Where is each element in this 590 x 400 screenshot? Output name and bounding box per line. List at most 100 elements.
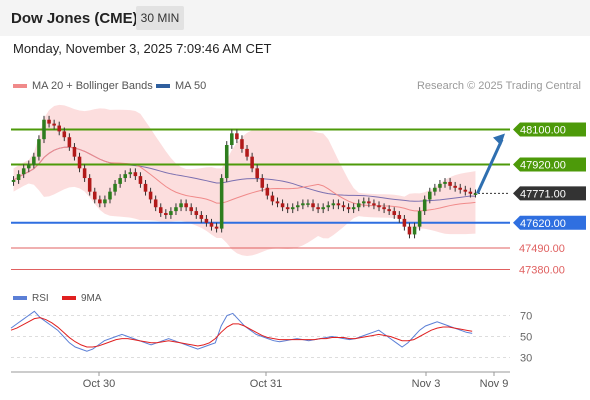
candle-body: [189, 207, 193, 212]
candle-body: [382, 207, 386, 210]
candle-body: [463, 189, 468, 192]
candle-body: [240, 139, 244, 149]
candle-body: [26, 164, 31, 169]
candle-body: [351, 207, 356, 210]
candle-body: [428, 191, 432, 200]
candle-body: [412, 226, 417, 235]
candle-body: [158, 207, 163, 214]
candle-body: [250, 156, 254, 169]
legend-9ma-label: 9MA: [81, 293, 102, 304]
legend-ma50-label: MA 50: [175, 80, 207, 92]
candle-body: [377, 205, 381, 208]
candle-body: [72, 146, 77, 157]
candle-body: [118, 178, 122, 184]
candle-body: [285, 207, 290, 210]
candle-body: [473, 193, 478, 195]
candle-body: [199, 215, 204, 219]
rsi-ma9-line: [10, 317, 473, 348]
legend-9ma: 9MA: [62, 293, 102, 304]
candle-body: [67, 137, 72, 147]
candle-body: [275, 201, 280, 204]
candle-body: [367, 201, 371, 204]
legend-9ma-swatch: [62, 296, 76, 301]
candle-body: [113, 183, 117, 192]
level-tag-resistance: [513, 122, 586, 137]
level-label-5: 47380.00: [519, 264, 565, 276]
candle-body: [280, 203, 285, 208]
candle-body: [138, 176, 143, 184]
candle-body: [326, 205, 331, 208]
candle-body: [336, 203, 341, 206]
candle-body: [11, 180, 16, 182]
candle-body: [98, 199, 102, 204]
candle-body: [331, 203, 336, 206]
legend-rsi: RSI: [13, 293, 49, 304]
candle-body: [21, 168, 26, 175]
candle-body: [438, 183, 442, 188]
candle-body: [184, 203, 188, 208]
candle-body: [148, 191, 153, 200]
candle-body: [296, 205, 300, 208]
candle-body: [448, 181, 452, 186]
x-tick-label-0: Oct 30: [83, 378, 115, 390]
legend-ma20-label: MA 20 + Bollinger Bands: [32, 80, 153, 92]
rsi-line: [10, 310, 473, 352]
level-label-2: 47771.00: [520, 188, 566, 200]
interval-button[interactable]: 30 MIN: [136, 6, 184, 30]
candle-body: [128, 172, 133, 175]
candle-body: [42, 119, 46, 140]
candle-body: [362, 201, 366, 204]
timestamp: Monday, November 3, 2025 7:09:46 AM CET: [13, 41, 272, 56]
candle-body: [179, 203, 183, 208]
candle-body: [433, 187, 437, 192]
candle-body: [32, 156, 36, 165]
candle-body: [37, 139, 41, 157]
candle-body: [77, 156, 82, 169]
level-label-4: 47490.00: [519, 243, 565, 255]
legend-ma20-swatch: [13, 84, 27, 89]
candle-body: [356, 203, 361, 208]
candle-body: [16, 174, 21, 180]
candle-body: [174, 207, 178, 212]
candle-body: [133, 172, 138, 177]
legend-ma20: MA 20 + Bollinger Bands: [13, 80, 153, 92]
candle-body: [306, 203, 310, 205]
candle-body: [52, 123, 56, 126]
level-tag-current: [513, 186, 586, 201]
rsi-level-label-0: 70: [520, 311, 532, 323]
candle-body: [453, 185, 457, 188]
candle-body: [57, 125, 61, 132]
legend-ma50: MA 50: [156, 80, 206, 92]
candle-body: [153, 199, 158, 208]
copyright: Research © 2025 Trading Central: [416, 80, 581, 92]
candle-body: [255, 168, 259, 179]
candle-body: [47, 119, 51, 124]
candle-body: [82, 168, 87, 179]
candle-body: [270, 195, 275, 202]
rsi-level-label-2: 30: [520, 353, 532, 365]
candle-body: [87, 178, 92, 192]
legend-rsi-swatch: [13, 296, 27, 301]
header-bar: [0, 0, 590, 36]
candle-body: [194, 211, 199, 215]
candle-body: [346, 207, 351, 210]
candle-body: [321, 207, 325, 210]
candle-body: [169, 211, 173, 215]
candle-body: [372, 203, 376, 206]
candle-body: [407, 226, 412, 235]
instrument-title: Dow Jones (CME): [11, 10, 138, 27]
candle-body: [143, 183, 148, 192]
candle-body: [341, 205, 346, 208]
candle-body: [387, 209, 391, 212]
projection-arrow: [476, 138, 504, 195]
candle-body: [458, 187, 463, 190]
candle-body: [92, 191, 97, 200]
legend-rsi-label: RSI: [32, 293, 49, 304]
candle-body: [245, 148, 249, 157]
candle-body: [311, 203, 315, 208]
candle-body: [219, 178, 224, 229]
ma20-line: [13, 146, 476, 212]
candle-body: [230, 133, 234, 145]
candle-body: [214, 226, 219, 229]
